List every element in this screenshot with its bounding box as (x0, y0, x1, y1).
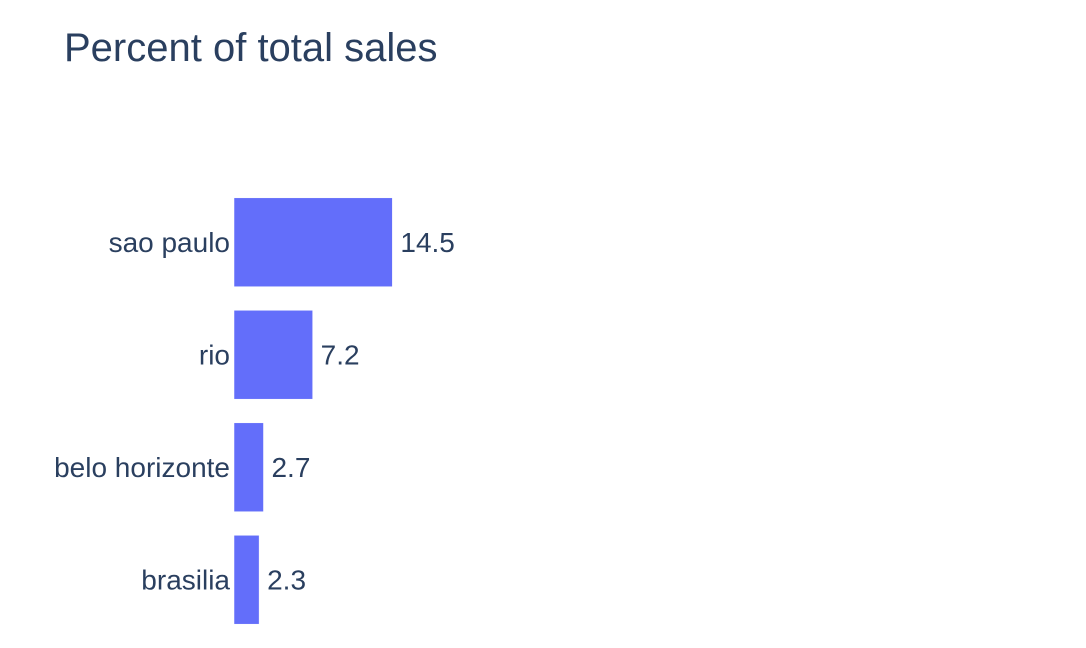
category-label-belo-horizonte: belo horizonte (54, 452, 230, 483)
category-label-brasilia: brasilia (141, 564, 230, 595)
bar-belo-horizonte[interactable] (233, 422, 264, 512)
value-label-brasilia: 2.3 (267, 564, 306, 595)
value-label-rio: 7.2 (321, 339, 360, 370)
bar-rio[interactable] (233, 310, 313, 400)
chart-title: Percent of total sales (64, 26, 438, 70)
category-label-sao-paulo: sao paulo (109, 227, 230, 258)
category-labels-layer: sao paulo rio belo horizonte brasilia (54, 227, 230, 596)
value-label-belo-horizonte: 2.7 (271, 452, 310, 483)
category-label-rio: rio (199, 339, 230, 370)
bar-sao-paulo[interactable] (233, 197, 393, 287)
bar-brasilia[interactable] (233, 535, 260, 625)
value-labels-layer: 14.5 7.2 2.7 2.3 (267, 227, 455, 596)
value-label-sao-paulo: 14.5 (400, 227, 455, 258)
bars-layer (233, 197, 393, 625)
